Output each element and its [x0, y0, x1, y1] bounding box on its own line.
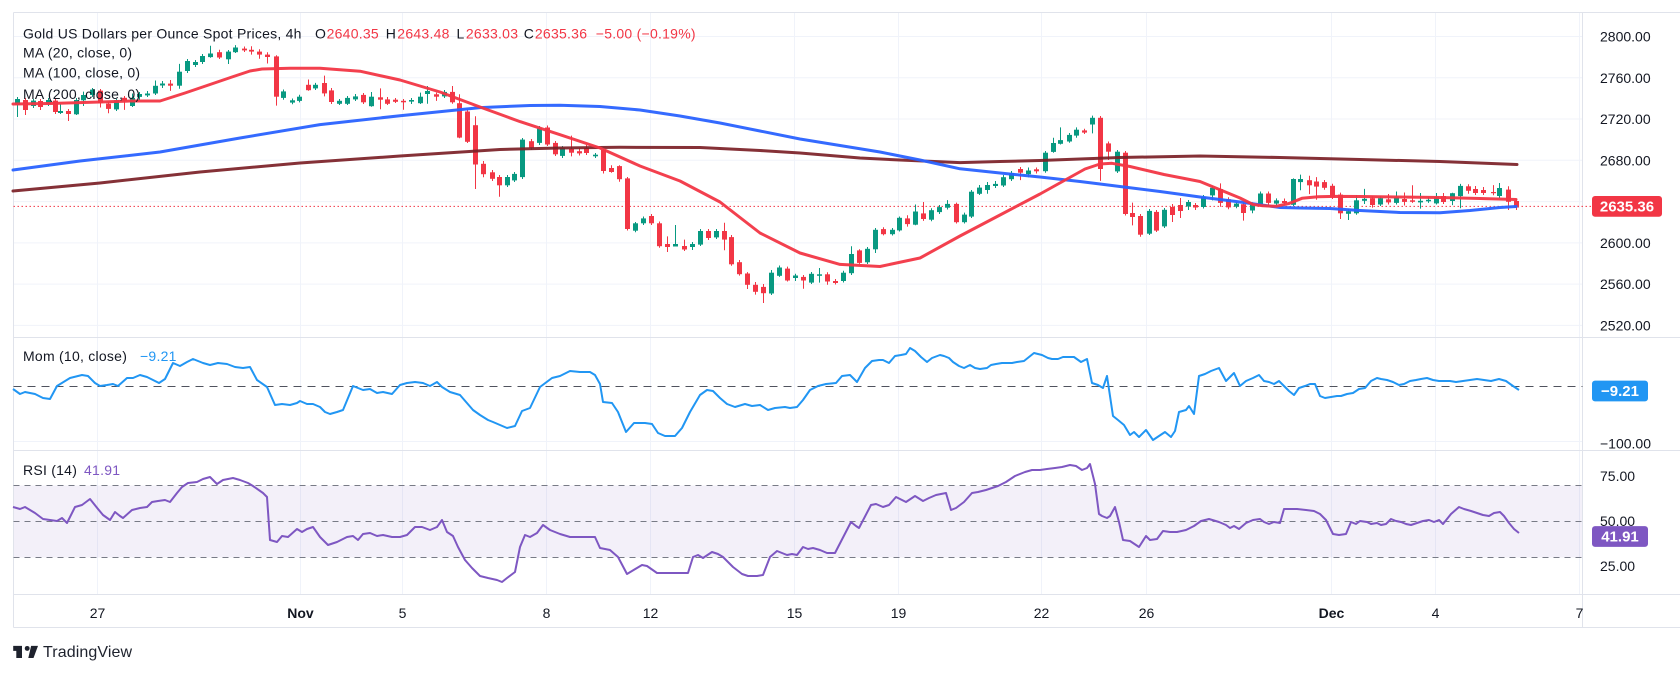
svg-text:MA (20, close, 0): MA (20, close, 0) — [23, 45, 132, 61]
svg-text:H: H — [386, 26, 396, 42]
svg-text:TradingView: TradingView — [43, 644, 132, 661]
svg-text:25.00: 25.00 — [1600, 558, 1635, 574]
svg-text:2760.00: 2760.00 — [1600, 70, 1651, 86]
svg-text:Dec: Dec — [1319, 605, 1345, 621]
svg-text:27: 27 — [90, 605, 106, 621]
svg-text:2800.00: 2800.00 — [1600, 29, 1651, 45]
svg-text:−5.00 (−0.19%): −5.00 (−0.19%) — [596, 26, 696, 42]
svg-text:Nov: Nov — [287, 605, 314, 621]
svg-text:26: 26 — [1139, 605, 1155, 621]
svg-text:O: O — [315, 26, 326, 42]
svg-text:−100.00: −100.00 — [1600, 436, 1651, 452]
svg-text:4: 4 — [1432, 605, 1440, 621]
svg-text:5: 5 — [399, 605, 407, 621]
svg-text:2640.35: 2640.35 — [327, 26, 379, 42]
svg-text:Mom (10, close): Mom (10, close) — [23, 348, 127, 364]
svg-text:2635.36: 2635.36 — [535, 26, 587, 42]
svg-text:MA (100, close, 0): MA (100, close, 0) — [23, 65, 140, 81]
svg-text:41.91: 41.91 — [1601, 529, 1639, 546]
svg-text:C: C — [524, 26, 534, 42]
svg-text:7: 7 — [1576, 605, 1584, 621]
svg-text:2643.48: 2643.48 — [397, 26, 449, 42]
svg-text:−9.21: −9.21 — [1601, 383, 1639, 400]
svg-text:L: L — [457, 26, 465, 42]
svg-text:22: 22 — [1034, 605, 1050, 621]
svg-text:50.00: 50.00 — [1600, 513, 1635, 529]
svg-text:8: 8 — [543, 605, 551, 621]
svg-text:2635.36: 2635.36 — [1600, 198, 1654, 215]
svg-text:Gold US Dollars per Ounce Spot: Gold US Dollars per Ounce Spot Prices, 4… — [23, 26, 302, 42]
svg-text:MA (200, close, 0): MA (200, close, 0) — [23, 86, 140, 102]
svg-text:41.91: 41.91 — [84, 462, 120, 478]
svg-text:2560.00: 2560.00 — [1600, 276, 1651, 292]
svg-text:2633.03: 2633.03 — [466, 26, 518, 42]
svg-text:RSI (14): RSI (14) — [23, 462, 77, 478]
svg-text:15: 15 — [787, 605, 803, 621]
svg-text:75.00: 75.00 — [1600, 468, 1635, 484]
svg-text:2600.00: 2600.00 — [1600, 235, 1651, 251]
svg-text:−9.21: −9.21 — [140, 348, 177, 364]
svg-text:2720.00: 2720.00 — [1600, 111, 1651, 127]
svg-text:2680.00: 2680.00 — [1600, 152, 1651, 168]
svg-text:12: 12 — [643, 605, 659, 621]
svg-text:19: 19 — [891, 605, 907, 621]
svg-text:2520.00: 2520.00 — [1600, 317, 1651, 333]
